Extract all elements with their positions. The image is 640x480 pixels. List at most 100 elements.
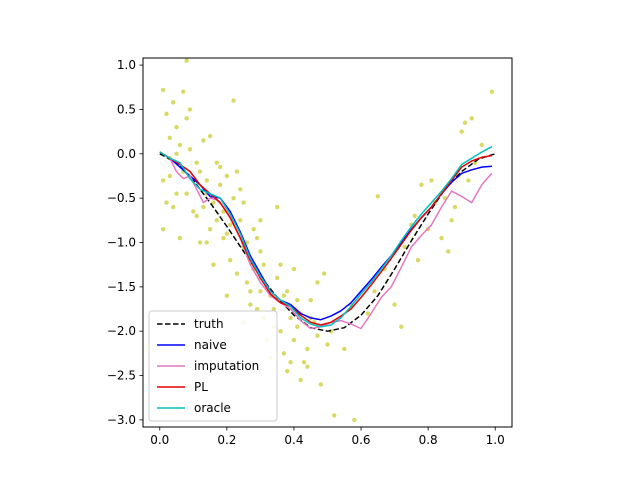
scatter-point xyxy=(211,262,216,267)
scatter-point xyxy=(194,213,199,219)
scatter-point xyxy=(234,169,240,174)
scatter-point xyxy=(325,342,330,347)
scatter-point xyxy=(184,58,189,63)
scatter-point xyxy=(301,360,307,365)
scatter-point xyxy=(248,289,253,294)
scatter-point xyxy=(201,204,206,210)
scatter-point xyxy=(211,200,216,205)
scatter-point xyxy=(177,235,183,241)
x-axis: 0.0 0.2 0.4 0.6 0.8 1.0 xyxy=(150,427,505,447)
scatter-point xyxy=(412,213,417,219)
scatter-point xyxy=(184,191,189,196)
scatter-point xyxy=(429,178,434,183)
scatter-point xyxy=(160,178,166,183)
scatter-point xyxy=(295,297,300,303)
scatter-point xyxy=(254,235,260,241)
series-layer xyxy=(159,146,496,332)
scatter-point xyxy=(402,244,407,250)
scatter-point xyxy=(228,258,233,263)
scatter-point xyxy=(197,240,203,245)
scatter-point xyxy=(452,204,458,210)
scatter-point xyxy=(238,187,243,192)
scatter-point xyxy=(221,235,226,241)
scatter-point xyxy=(342,346,347,352)
scatter-point xyxy=(258,289,263,294)
scatter-point xyxy=(170,100,176,105)
scatter-point xyxy=(248,302,253,307)
scatter-point xyxy=(160,226,166,232)
scatter-point xyxy=(315,333,320,338)
scatter-point xyxy=(187,147,193,152)
series-line-oracle xyxy=(159,146,493,328)
scatter-point xyxy=(308,297,313,303)
scatter-point xyxy=(274,275,280,281)
series-line-pl xyxy=(159,151,493,326)
scatter-point xyxy=(174,151,179,156)
scatter-point xyxy=(224,231,230,236)
scatter-point xyxy=(278,262,283,267)
scatter-point xyxy=(318,382,323,387)
y-tick-label: −3.0 xyxy=(107,413,136,427)
scatter-point xyxy=(228,222,233,227)
scatter-point xyxy=(285,368,290,374)
scatter-point xyxy=(281,293,287,298)
x-tick-label: 1.0 xyxy=(486,433,505,447)
scatter-point xyxy=(258,249,263,254)
scatter-point xyxy=(164,200,169,205)
scatter-point xyxy=(261,262,266,267)
x-tick-label: 0.0 xyxy=(150,433,169,447)
scatter-point xyxy=(174,124,179,130)
scatter-point xyxy=(372,289,377,294)
legend-box xyxy=(148,310,278,422)
scatter-point xyxy=(214,218,219,223)
scatter-point xyxy=(181,89,186,94)
scatter-point xyxy=(217,182,223,188)
scatter-point xyxy=(489,89,495,94)
y-tick-label: −2.5 xyxy=(107,369,136,383)
scatter-point xyxy=(278,329,283,334)
scatter-point xyxy=(415,258,421,263)
legend-label-imputation: imputation xyxy=(194,359,259,373)
x-tick-label: 0.6 xyxy=(351,433,370,447)
legend-label-truth: truth xyxy=(194,317,224,331)
scatter-point xyxy=(207,133,213,139)
scatter-point xyxy=(375,194,381,199)
y-tick-label: −2.0 xyxy=(107,324,136,338)
scatter-point xyxy=(288,315,293,321)
scatter-point xyxy=(224,173,230,179)
scatter-point xyxy=(466,178,471,183)
scatter-point xyxy=(174,191,179,196)
y-tick-label: −1.5 xyxy=(107,280,136,294)
y-tick-label: 0.0 xyxy=(117,147,136,161)
y-tick-label: −0.5 xyxy=(107,191,136,205)
y-tick-label: −1.0 xyxy=(107,236,136,250)
scatter-point xyxy=(231,98,236,103)
scatter-point xyxy=(459,129,464,134)
y-tick-label: 0.5 xyxy=(117,102,136,116)
x-tick-label: 0.4 xyxy=(284,433,303,447)
scatter-point xyxy=(184,116,189,121)
y-axis: −3.0 −2.5 −2.0 −1.5 −1.0 −0.5 0.0 0.5 1.0 xyxy=(107,58,143,427)
legend-label-oracle: oracle xyxy=(194,401,231,415)
scatter-point xyxy=(167,135,173,141)
series-line-imputation xyxy=(159,151,493,330)
y-tick-label: 1.0 xyxy=(117,58,136,72)
scatter-point xyxy=(231,195,236,201)
scatter-point xyxy=(224,293,230,298)
scatter-point xyxy=(238,218,243,223)
scatter-point xyxy=(392,302,397,307)
legend-label-naive: naive xyxy=(194,338,227,352)
scatter-point xyxy=(399,324,404,329)
scatter-point xyxy=(305,364,310,369)
scatter-point xyxy=(177,142,183,148)
scatter-point xyxy=(295,324,300,329)
scatter-point xyxy=(449,218,454,223)
scatter-point xyxy=(187,107,193,112)
scatter-point xyxy=(291,337,297,343)
scatter-point xyxy=(291,266,297,272)
scatter-point xyxy=(479,142,485,148)
scatter-point xyxy=(281,351,287,356)
scatter-point xyxy=(170,204,176,210)
